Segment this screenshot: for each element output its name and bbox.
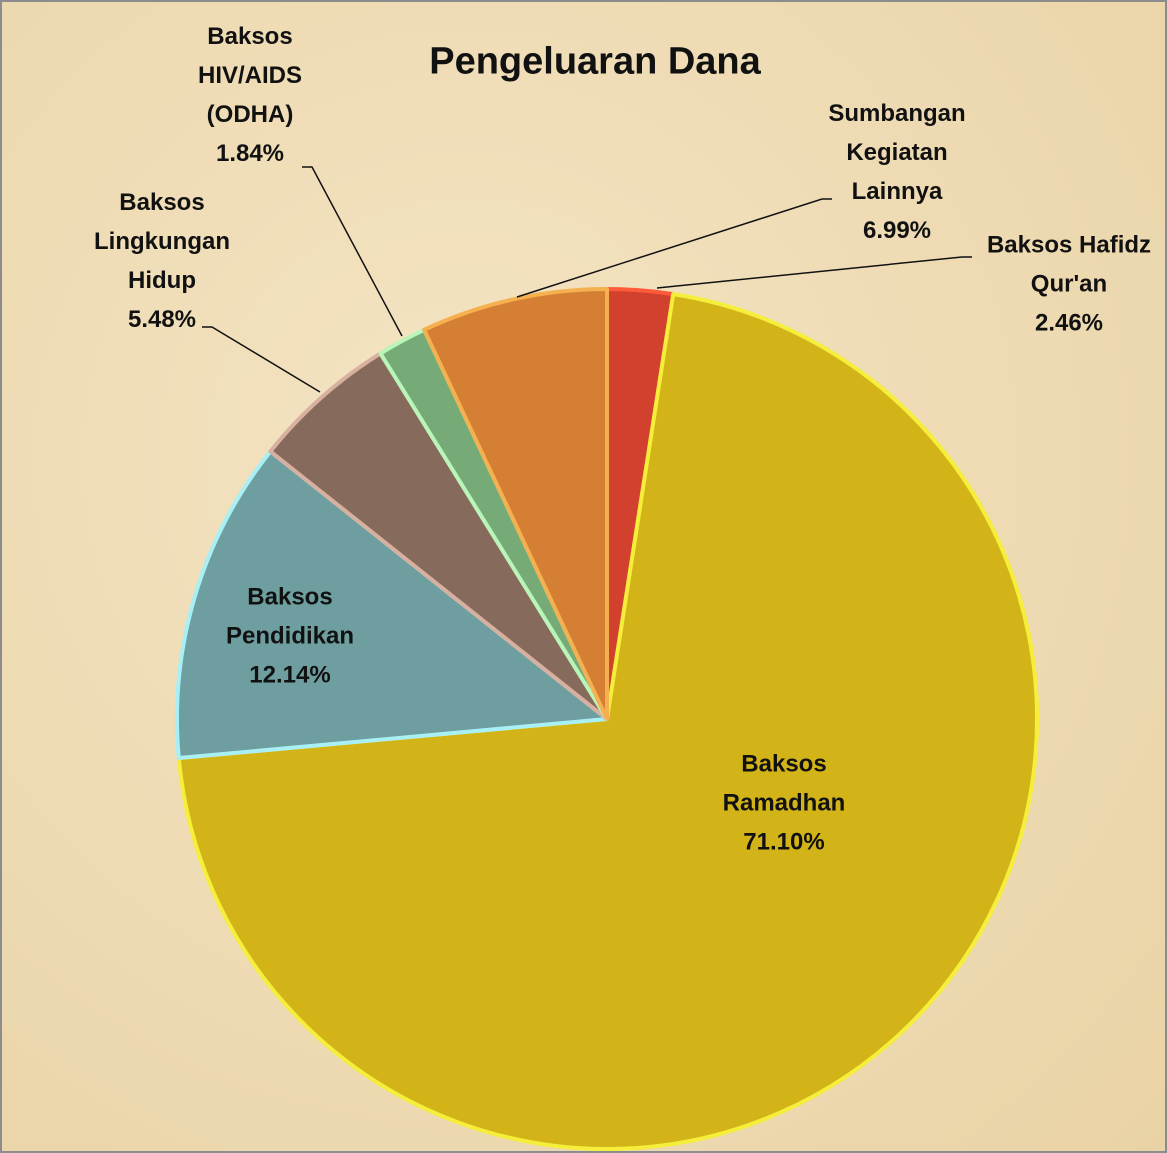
- value-label: 2.46%: [1034, 309, 1104, 337]
- leader-line: [516, 198, 832, 298]
- data-label: Baksos Hafidz Qur'an 2.46%: [969, 226, 1167, 343]
- value-label: 12.14%: [249, 661, 331, 689]
- value-label: 5.48%: [127, 306, 197, 333]
- category-label: Sumbangan Kegiatan Lainnya: [828, 100, 966, 205]
- value-label: 6.99%: [862, 217, 932, 244]
- category-label: Baksos Hafidz Qur'an: [986, 231, 1152, 298]
- data-label: Sumbangan Kegiatan Lainnya 6.99%: [810, 94, 985, 250]
- leader-line: [202, 326, 321, 393]
- category-label: Baksos Lingkungan Hidup: [94, 189, 230, 294]
- pie-slice: [268, 351, 609, 721]
- chart-title: Pengeluaran Dana: [429, 40, 761, 83]
- data-label: Baksos Ramadhan 71.10%: [704, 745, 864, 862]
- pie-slice: [176, 292, 1039, 1151]
- leader-line: [656, 256, 972, 289]
- data-label: Baksos Lingkungan Hidup 5.48%: [77, 183, 247, 339]
- category-label: Baksos HIV/AIDS (ODHA): [197, 23, 302, 128]
- leader-line: [302, 166, 403, 337]
- pie-slice: [422, 287, 609, 721]
- data-label: Baksos Pendidikan 12.14%: [210, 578, 370, 695]
- value-label: 71.10%: [743, 828, 825, 856]
- category-label: Baksos Ramadhan: [722, 750, 846, 817]
- data-label: Baksos HIV/AIDS (ODHA) 1.84%: [180, 17, 320, 173]
- pie-slice: [175, 449, 609, 761]
- value-label: 1.84%: [215, 140, 285, 167]
- category-label: Baksos Pendidikan: [225, 583, 355, 650]
